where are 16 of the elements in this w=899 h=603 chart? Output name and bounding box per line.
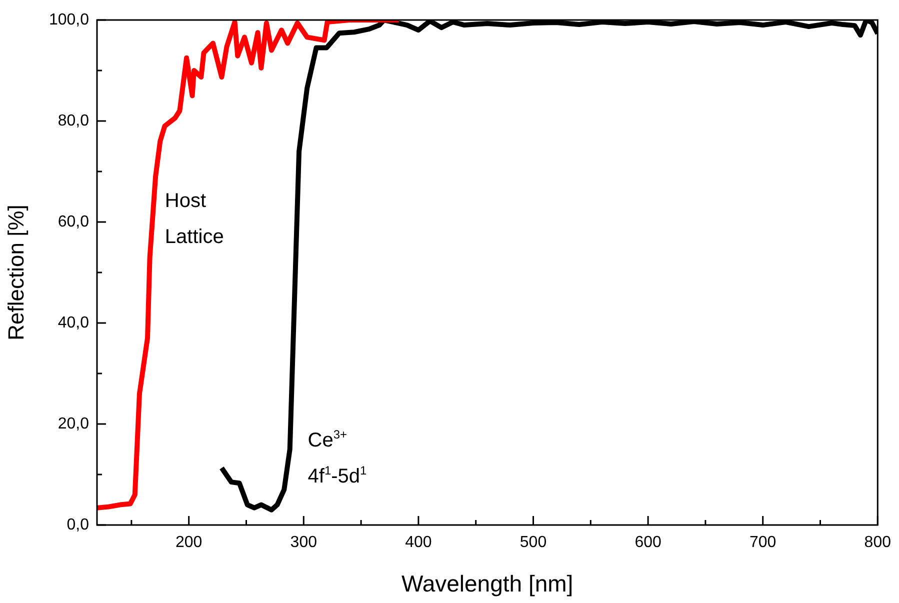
annotation: Host Lattice <box>164 190 224 248</box>
y-tick-label: 80,0 <box>58 112 90 130</box>
x-tick-label: 700 <box>750 534 776 552</box>
x-tick-label: 500 <box>520 534 547 552</box>
y-tick-label: 0,0 <box>66 516 90 534</box>
y-tick-label: 20,0 <box>58 415 90 432</box>
x-tick-label: 600 <box>634 534 662 552</box>
x-tick-label: 800 <box>864 534 892 552</box>
y-tick-label: 60,0 <box>58 213 90 230</box>
y-tick-label: 40,0 <box>58 314 90 332</box>
y-axis-title: Reflection [%] <box>3 204 28 340</box>
y-tick-label: 100,0 <box>48 11 90 28</box>
x-tick-label: 400 <box>405 534 432 552</box>
x-tick-label: 200 <box>175 534 202 552</box>
x-axis-title: Wavelength [nm] <box>401 570 574 597</box>
x-tick-label: 300 <box>290 534 318 552</box>
